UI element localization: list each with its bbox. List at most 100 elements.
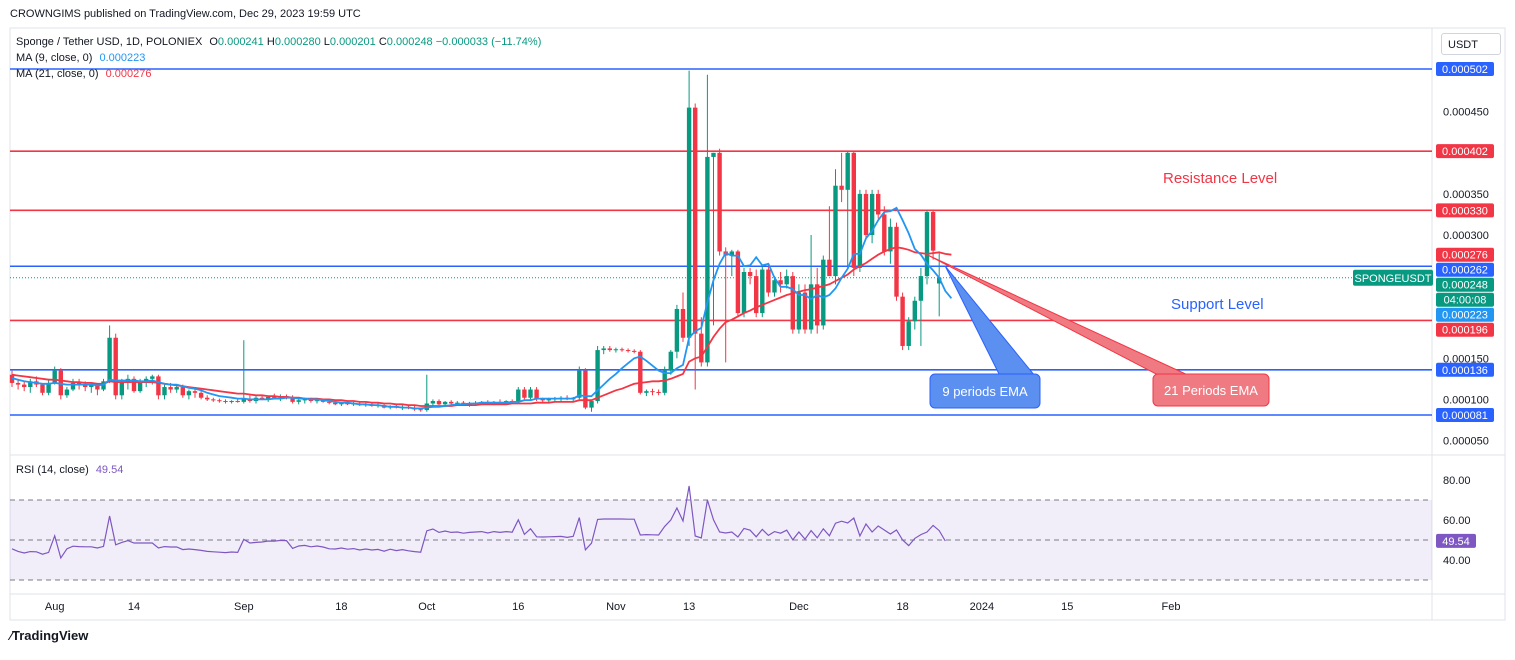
price-badge: [1436, 203, 1494, 218]
candle-body: [192, 391, 198, 393]
candle-body: [918, 276, 924, 301]
footer-brand: TradingView: [12, 628, 89, 643]
legend-rsi-value: 49.54: [95, 464, 124, 476]
candle-body: [876, 193, 881, 215]
ema21-callout-box: [1152, 373, 1270, 407]
candle-body: [705, 156, 710, 363]
candle-body: [217, 400, 222, 402]
candle-body: [815, 284, 820, 326]
price-tick-label: 0.000350: [1443, 189, 1489, 201]
price-badge-label: 04:00:08: [1444, 295, 1487, 307]
candle-body: [912, 300, 917, 322]
candle-body: [162, 387, 167, 396]
candle-body: [540, 399, 545, 401]
price-badge: [1436, 277, 1494, 292]
time-tick-label: Dec: [789, 601, 809, 613]
candle-body: [802, 292, 808, 330]
candle-body: [64, 389, 70, 396]
candle-body: [107, 337, 112, 382]
time-tick-label: Oct: [418, 601, 435, 613]
legend-ma21-value: 0.000276: [105, 68, 152, 80]
symbol-badge: [1353, 269, 1433, 286]
candle-body: [619, 349, 625, 351]
candle-body: [924, 212, 930, 277]
candle-body: [583, 370, 588, 408]
currency-selector[interactable]: USDT: [1441, 33, 1501, 55]
ema9-callout-label: 9 periods EMA: [942, 384, 1028, 399]
legend-ma9-value: 0.000223: [99, 52, 146, 64]
candle-body: [662, 370, 667, 393]
price-badge: [1436, 62, 1494, 76]
price-badge: [1436, 322, 1494, 337]
footer-logo[interactable]: ⁄TradingView: [10, 628, 88, 643]
price-badge-label: 0.000402: [1442, 146, 1488, 158]
annotations: Resistance Level Support Level 9 periods E…: [926, 170, 1277, 409]
candle-body: [839, 185, 844, 190]
candle-body: [638, 351, 643, 393]
candle-body: [796, 292, 802, 330]
price-badge: [1436, 292, 1494, 307]
price-badge-label: 0.000223: [1442, 310, 1488, 322]
candle-body: [223, 401, 228, 403]
price-badge-label: 0.000136: [1442, 365, 1488, 377]
candle-body: [888, 226, 893, 252]
legend-change: −0.000033 (−11.74%): [435, 36, 542, 48]
time-tick-label: Feb: [1162, 601, 1181, 613]
candle-body: [894, 226, 899, 297]
candle-body: [595, 350, 600, 402]
candle-body: [747, 271, 753, 277]
rsi-tick-label: 80.00: [1443, 475, 1471, 487]
legend-o-label: O: [209, 36, 218, 48]
candle-body: [241, 399, 246, 402]
time-tick-label: Nov: [606, 601, 626, 613]
candles: [9, 70, 942, 412]
candle-body: [680, 308, 686, 338]
candle-body: [754, 276, 759, 314]
candle-body: [137, 382, 143, 392]
candle-body: [613, 349, 619, 351]
candle-body: [589, 401, 594, 408]
candle-body: [857, 193, 863, 268]
price-tick-label: 0.000450: [1443, 107, 1489, 119]
time-tick-label: 13: [683, 601, 695, 613]
candle-body: [674, 308, 680, 352]
price-badge-label: 0.000330: [1442, 205, 1488, 217]
candle-body: [863, 193, 869, 236]
candle-body: [235, 401, 240, 403]
legend-h-label: H: [266, 36, 275, 48]
resistance-level-label: Resistance Level: [1163, 170, 1277, 187]
candle-body: [546, 399, 551, 401]
candle-body: [656, 391, 661, 393]
legend-rsi: RSI (14, close) 49.54: [16, 464, 123, 476]
candle-body: [869, 193, 875, 236]
price-badge: [1436, 247, 1494, 262]
legend-l-label: L: [323, 36, 330, 48]
ema21-callout-label: 21 Periods EMA: [1164, 383, 1258, 398]
candle-body: [741, 271, 747, 314]
candle-body: [906, 321, 911, 346]
candle-body: [449, 401, 454, 404]
candle-body: [821, 259, 826, 326]
price-badge-label: 0.000081: [1442, 410, 1488, 422]
candle-body: [607, 348, 612, 351]
candle-body: [205, 397, 210, 400]
candle-body: [766, 269, 771, 293]
candle-body: [760, 269, 765, 314]
candle-body: [302, 399, 307, 401]
candle-body: [418, 409, 423, 411]
rsi-tick-label: 40.00: [1443, 555, 1471, 567]
candle-body: [52, 370, 57, 383]
support-level-label: Support Level: [1171, 296, 1264, 313]
candle-body: [668, 351, 673, 371]
candle-body: [46, 382, 51, 393]
price-badge-label: 0.000502: [1442, 64, 1488, 76]
candle-body: [168, 387, 173, 390]
horizontal-levels: [10, 68, 1432, 416]
legend-ma9-label: MA (9, close, 0): [16, 52, 93, 64]
price-tick-label: 0.000150: [1443, 353, 1489, 365]
time-tick-label: 14: [128, 601, 140, 613]
candle-body: [882, 214, 887, 252]
candle-body: [650, 391, 655, 393]
legend-ma21: MA (21, close, 0) 0.000276: [16, 68, 152, 80]
